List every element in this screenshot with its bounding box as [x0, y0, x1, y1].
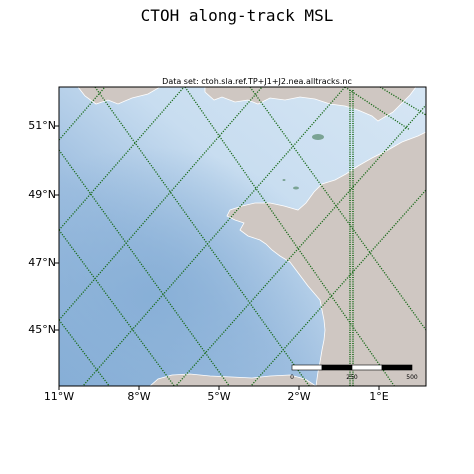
lat-label-51n: 51°N	[28, 119, 56, 132]
lat-label-47n: 47°N	[28, 256, 56, 269]
satellite-track	[59, 319, 111, 386]
satellite-track	[59, 87, 263, 321]
lon-label-2w: 2°W	[287, 390, 311, 403]
map-frame	[58, 86, 427, 387]
satellite-track	[379, 87, 426, 116]
scale-label-0: 0	[290, 374, 294, 381]
lon-label-5w: 5°W	[207, 390, 231, 403]
map-title: CTOH along-track MSL	[140, 6, 334, 25]
lon-label-8w: 8°W	[127, 390, 151, 403]
scale-bar-segment	[381, 364, 413, 371]
land-france	[226, 131, 426, 386]
scale-bar-segment	[351, 364, 383, 371]
lon-label-11w: 11°W	[43, 390, 75, 403]
scale-label-500: 500	[406, 374, 418, 381]
satellite-track	[59, 87, 185, 231]
satellite-track	[249, 87, 426, 331]
land-spain	[149, 373, 317, 386]
lat-label-45n: 45°N	[28, 323, 56, 336]
scale-bar: 0 250 500	[290, 364, 418, 381]
lat-label-49n: 49°N	[28, 188, 56, 201]
satellite-track	[175, 104, 426, 386]
island	[293, 186, 299, 190]
lon-label-1e: 1°E	[369, 390, 389, 403]
satellite-tracks	[59, 87, 426, 386]
axis-ticks	[55, 125, 380, 390]
island	[312, 134, 324, 140]
map-content	[59, 87, 426, 386]
dataset-subtitle: Data set: ctoh.sla.ref.TP+J1+J2.nea.allt…	[162, 77, 352, 86]
satellite-track	[94, 87, 311, 386]
satellite-track	[59, 149, 231, 386]
scale-label-250: 250	[346, 374, 358, 381]
land-england	[204, 87, 417, 122]
scale-bar-segment	[291, 364, 323, 371]
satellite-track	[184, 87, 396, 386]
island	[282, 179, 286, 181]
scale-bar-segment	[321, 364, 353, 371]
